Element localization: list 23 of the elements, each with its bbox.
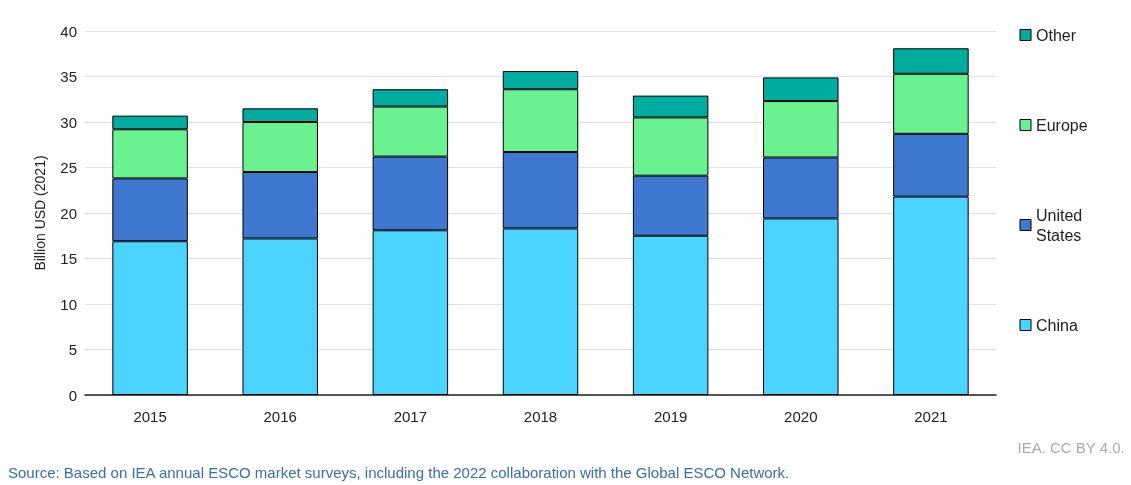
y-axis-title: Billion USD (2021)	[32, 155, 48, 271]
legend-label: Europe	[1036, 116, 1088, 134]
legend-label: Other	[1036, 26, 1077, 44]
source-note: Source: Based on IEA annual ESCO market surveys, including the 2022 collaboration with the Global ESCO Network.	[8, 464, 790, 481]
x-tick-label: 2021	[914, 408, 948, 425]
x-tick-label: 2020	[784, 408, 818, 425]
y-tick-label: 15	[60, 250, 77, 267]
y-tick-label: 25	[60, 159, 77, 176]
x-tick-label: 2016	[263, 408, 297, 425]
y-tick-label: 30	[60, 113, 77, 131]
legend-label: United States	[1036, 206, 1087, 244]
y-tick-label: 35	[60, 68, 77, 85]
x-tick-label: 2018	[523, 408, 558, 425]
x-tick-label: 2015	[133, 408, 167, 425]
x-tick-label: 2017	[393, 408, 428, 425]
y-tick-label: 40	[60, 22, 77, 40]
y-tick-label: 5	[68, 341, 77, 358]
text: IEA. CC BY 4.0.	[1017, 439, 1125, 456]
y-tick-label: 0	[68, 386, 77, 404]
y-tick-label: 20	[60, 204, 77, 222]
x-tick-label: 2019	[653, 408, 688, 425]
legend-label: China	[1036, 316, 1078, 334]
y-tick-label: 10	[60, 295, 77, 313]
